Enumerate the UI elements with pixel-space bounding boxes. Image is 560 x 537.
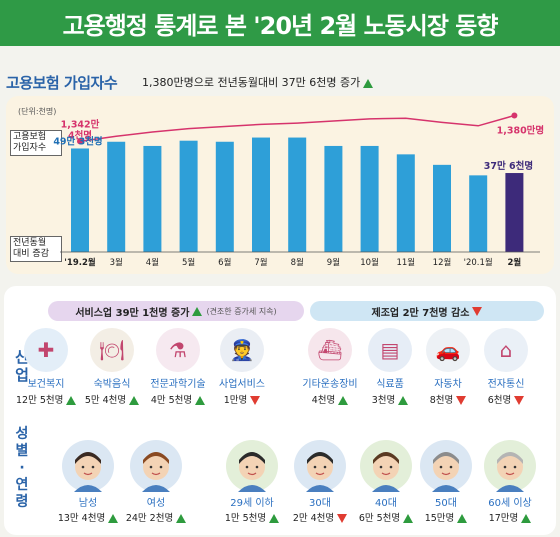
demographic-value: 2만 4천명 [287, 510, 353, 524]
up-arrow-icon [521, 514, 532, 523]
unit-label: (단위:천명) [18, 107, 57, 116]
industry-name: 전문과학기술 [150, 379, 206, 390]
science-icon: ⚗ [156, 328, 200, 372]
section-subtitle: 1,380만명으로 전년동월대비 37만 6천명 증가 [142, 74, 374, 90]
health-icon: ✚ [24, 328, 68, 372]
industry-value: 1만명 [212, 392, 272, 406]
down-arrow-icon [250, 396, 261, 405]
industry-value: 6천명 [476, 392, 536, 406]
person-avatar-icon [294, 440, 346, 492]
up-arrow-icon [176, 514, 187, 523]
page-title: 고용행정 통계로 본 '20년 2월 노동시장 동향 [62, 11, 499, 40]
industry-name: 숙박음식 [93, 379, 131, 390]
demographic-item: 29세 이하 1만 5천명 [219, 440, 285, 524]
chart-card [6, 96, 554, 274]
wifi-laptop-icon: ⌂ [484, 328, 528, 372]
industry-item: ▤ 식료품 3천명 [360, 328, 420, 406]
up-arrow-icon [403, 514, 414, 523]
person-avatar-icon [226, 440, 278, 492]
car-icon: 🚗 [426, 328, 470, 372]
industry-value: 4천명 [300, 392, 360, 406]
industry-item: ✚ 보건복지 12만 5천명 [16, 328, 77, 406]
bar-series-label: 전년동월 대비 증감 [10, 236, 62, 262]
industry-item: ⚗ 전문과학기술 4만 5천명 [148, 328, 208, 406]
manufacturing-pill-text: 제조업 2만 7천명 감소 [371, 307, 470, 319]
demographic-name: 60세 이상 [488, 498, 532, 509]
industry-name: 전자통신 [487, 379, 525, 390]
demographic-item: 남성 13만 4천명 [55, 440, 121, 524]
demographic-name: 여성 [146, 498, 166, 509]
industry-value: 4만 5천명 [148, 392, 208, 406]
section-subtitle-text: 1,380만명으로 전년동월대비 37만 6천명 증가 [142, 76, 361, 89]
demographic-value: 13만 4천명 [55, 510, 121, 524]
person-avatar-icon [420, 440, 472, 492]
service-pill-text: 서비스업 39만 1천명 증가 [75, 307, 190, 319]
industry-name: 보건복지 [27, 379, 65, 390]
industry-item: ⌂ 전자통신 6천명 [476, 328, 536, 406]
industry-name: 기타운송장비 [302, 379, 358, 390]
up-arrow-icon [338, 396, 349, 405]
down-arrow-icon [456, 396, 467, 405]
person-avatar-icon [130, 440, 182, 492]
up-arrow-icon [192, 306, 203, 316]
demographic-value: 24만 2천명 [123, 510, 189, 524]
up-arrow-icon [269, 514, 280, 523]
industry-item: 🍽 숙박음식 5만 4천명 [82, 328, 142, 406]
ship-icon: ⛴ [308, 328, 352, 372]
person-avatar-icon [62, 440, 114, 492]
up-arrow-icon [398, 396, 409, 405]
up-arrow-icon [457, 514, 468, 523]
food-icon: 🍽 [90, 328, 134, 372]
industry-value: 3천명 [360, 392, 420, 406]
industry-name: 식료품 [376, 379, 404, 390]
up-arrow-icon [66, 396, 77, 405]
demographic-name: 50대 [435, 498, 457, 509]
industry-item: 🚗 자동차 8천명 [418, 328, 478, 406]
service-note: (견조한 증가세 지속) [206, 306, 277, 316]
demographic-name: 40대 [375, 498, 397, 509]
service-pill: 서비스업 39만 1천명 증가 (견조한 증가세 지속) [48, 301, 304, 321]
demographic-name: 남성 [78, 498, 98, 509]
food-package-icon: ▤ [368, 328, 412, 372]
section-title: 고용보험 가입자수 [6, 74, 118, 92]
demographic-value: 1만 5천명 [219, 510, 285, 524]
demographic-item: 30대 2만 4천명 [287, 440, 353, 524]
demographic-item: 50대 15만명 [413, 440, 479, 524]
industry-value: 8천명 [418, 392, 478, 406]
industry-item: ⛴ 기타운송장비 4천명 [300, 328, 360, 406]
industry-value: 12만 5천명 [16, 392, 77, 406]
down-arrow-icon [337, 514, 348, 523]
up-arrow-icon [363, 78, 374, 88]
industry-name: 사업서비스 [219, 379, 265, 390]
industry-name: 자동차 [434, 379, 462, 390]
demographic-value: 15만명 [413, 510, 479, 524]
person-avatar-icon [360, 440, 412, 492]
person-avatar-icon [484, 440, 536, 492]
demographic-value: 6만 5천명 [353, 510, 419, 524]
up-arrow-icon [129, 396, 140, 405]
down-arrow-icon [472, 306, 483, 316]
up-arrow-icon [108, 514, 119, 523]
security-guard-icon: 👮 [220, 328, 264, 372]
demographic-item: 60세 이상 17만명 [477, 440, 543, 524]
up-arrow-icon [195, 396, 206, 405]
demographic-section-label: 성 별 · 연 령 [15, 426, 29, 510]
demographic-item: 40대 6만 5천명 [353, 440, 419, 524]
breakdown-card [4, 286, 556, 535]
industry-value: 5만 4천명 [82, 392, 142, 406]
demographic-item: 여성 24만 2천명 [123, 440, 189, 524]
demographic-value: 17만명 [477, 510, 543, 524]
down-arrow-icon [514, 396, 525, 405]
demographic-name: 29세 이하 [230, 498, 274, 509]
manufacturing-pill: 제조업 2만 7천명 감소 [310, 301, 544, 321]
page-banner: 고용행정 통계로 본 '20년 2월 노동시장 동향 [0, 0, 560, 46]
industry-item: 👮 사업서비스 1만명 [212, 328, 272, 406]
demographic-name: 30대 [309, 498, 331, 509]
line-series-label: 고용보험 가입자수 [10, 130, 62, 156]
